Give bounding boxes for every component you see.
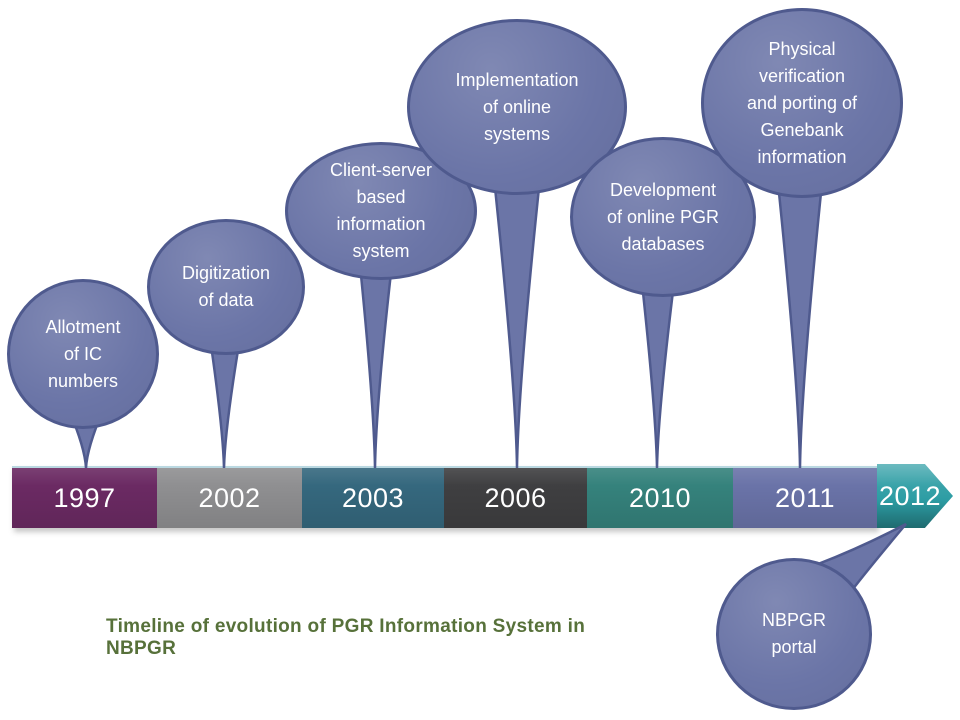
year-label-2006: 2006: [484, 482, 547, 513]
year-label-2002: 2002: [198, 482, 261, 513]
timeline-segment-2002: 2002: [157, 468, 302, 528]
tail-2010-icon: [640, 281, 676, 469]
bubble-allotment-ic-numbers: Allotment of IC numbers: [7, 279, 159, 429]
bubble-online-systems: Implementation of online systems: [407, 19, 627, 195]
year-label-2011: 2011: [774, 482, 836, 513]
tail-2003-icon: [357, 253, 395, 469]
bubble-nbpgr-portal: NBPGR portal: [716, 558, 872, 710]
bubble-digitization-of-data: Digitization of data: [147, 219, 305, 355]
timeline-segment-1997: 1997: [12, 468, 157, 528]
timeline-segment-2006: 2006: [444, 468, 587, 528]
bubble-label: Allotment of IC numbers: [45, 316, 121, 391]
tail-2002-icon: [208, 336, 242, 469]
bubble-genebank-information: Physical verification and porting of Gen…: [701, 8, 903, 198]
caption-title: Timeline of evolution of PGR Information…: [106, 616, 586, 659]
timeline-segment-2011: 2011: [733, 468, 877, 528]
bubble-label: Client-server based information system: [329, 160, 433, 261]
timeline-segment-2010: 2010: [587, 468, 733, 528]
year-label-2012: 2012: [878, 480, 942, 511]
bubble-label: Digitization of data: [181, 263, 271, 310]
bubble-label: Physical verification and porting of Gen…: [746, 38, 858, 167]
bubble-label: Implementation of online systems: [455, 69, 579, 144]
timeline-bar: 1997 2002 2003 2006 2010 2011: [12, 466, 877, 528]
year-label-2003: 2003: [341, 482, 405, 513]
bubble-label: Development of online PGR databases: [606, 179, 720, 254]
timeline-segment-2003: 2003: [302, 468, 444, 528]
bubble-online-pgr-databases: Development of online PGR databases: [570, 137, 756, 297]
year-label-1997: 1997: [53, 482, 116, 513]
tail-2006-icon: [492, 176, 542, 469]
year-label-2010: 2010: [628, 482, 692, 513]
tail-2011-icon: [776, 181, 824, 469]
bubble-label: NBPGR portal: [761, 610, 826, 657]
